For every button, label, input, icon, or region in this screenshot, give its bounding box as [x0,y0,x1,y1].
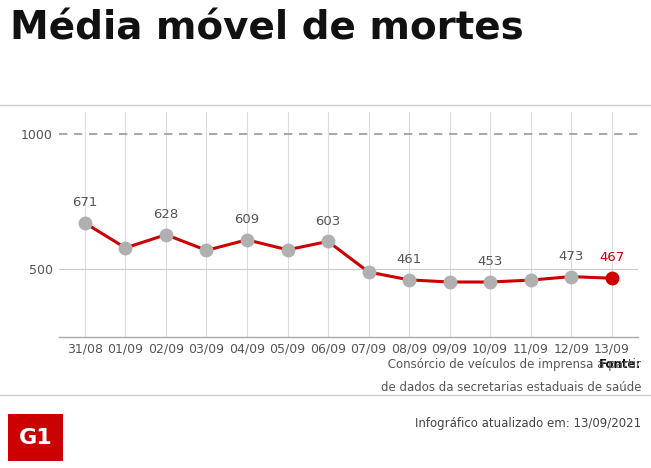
Text: Infográfico atualizado em: 13/09/2021: Infográfico atualizado em: 13/09/2021 [415,417,641,430]
Text: 473: 473 [559,250,584,263]
Text: Média móvel de mortes: Média móvel de mortes [10,9,523,47]
Text: Consórcio de veículos de imprensa a partir: Consórcio de veículos de imprensa a part… [354,358,641,371]
Text: 603: 603 [315,214,340,227]
Text: 609: 609 [234,213,260,226]
Text: 461: 461 [396,253,422,266]
Text: 467: 467 [599,251,624,264]
Text: Fonte:: Fonte: [599,358,641,371]
Text: 453: 453 [477,255,503,268]
Text: de dados da secretarias estaduais de saúde: de dados da secretarias estaduais de saú… [381,381,641,395]
Text: 671: 671 [72,196,98,209]
Text: G1: G1 [19,428,52,447]
Text: 628: 628 [154,208,178,221]
